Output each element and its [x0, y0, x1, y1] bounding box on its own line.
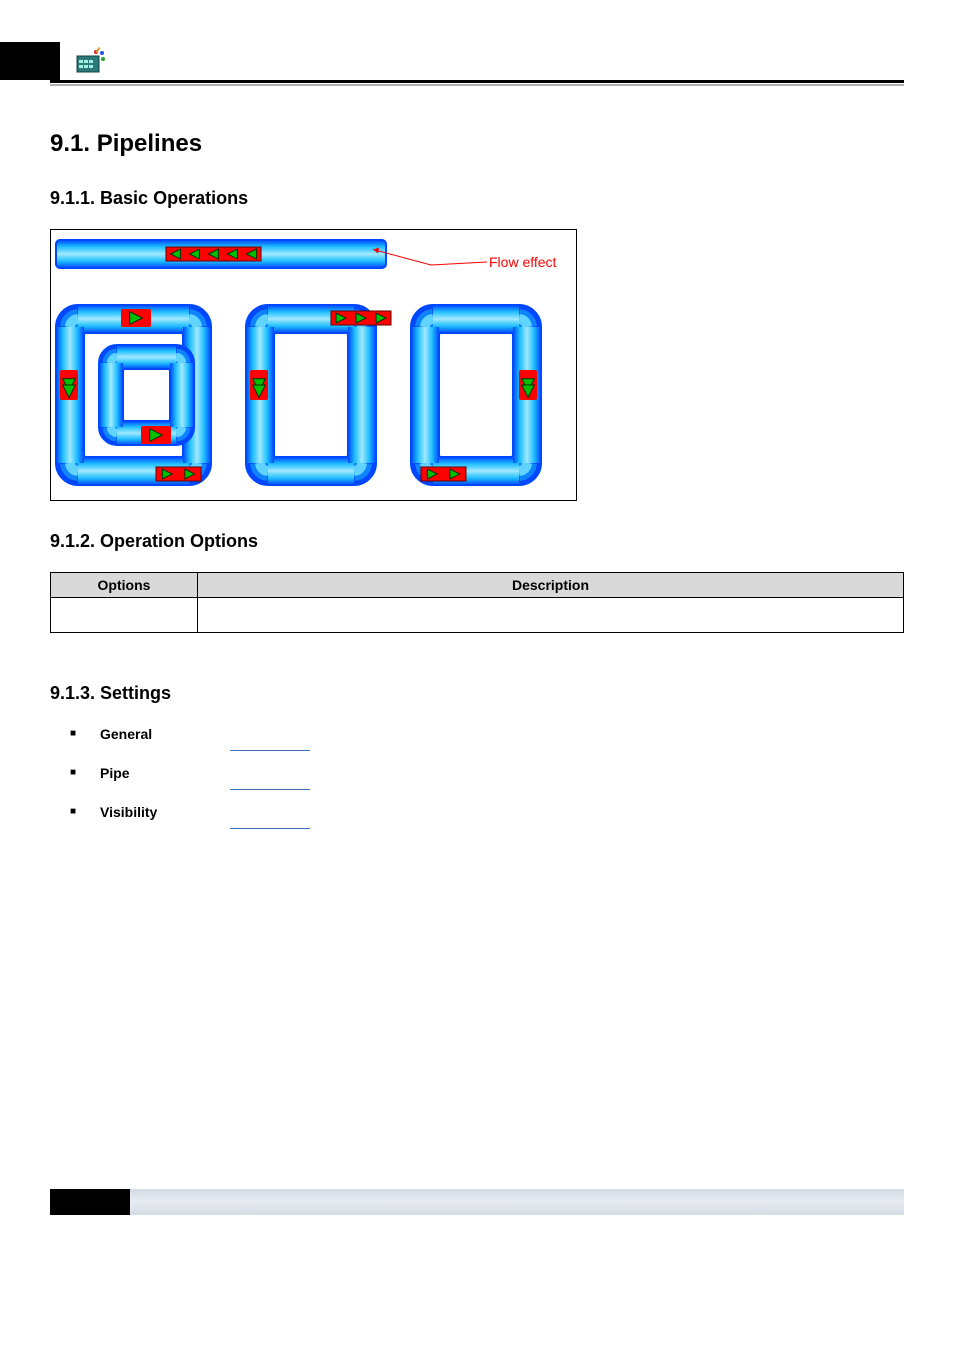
page: 9.1. Pipelines 9.1.1. Basic Operations F… — [0, 0, 954, 1255]
content-area: 9.1. Pipelines 9.1.1. Basic Operations F… — [50, 130, 904, 829]
header-black-block — [0, 42, 60, 80]
options-table: Options Description — [50, 572, 904, 633]
table-row — [51, 598, 904, 633]
settings-link-rule — [230, 789, 310, 790]
flow-effect-label: Flow effect — [489, 254, 556, 270]
section-heading: 9.1. Pipelines — [50, 130, 904, 158]
subsection-heading-settings: 9.1.3. Settings — [50, 683, 904, 704]
settings-item: Pipe — [70, 763, 904, 783]
settings-link-rule — [230, 750, 310, 751]
subsection-heading-basic-ops: 9.1.1. Basic Operations — [50, 188, 904, 209]
subsection-heading-op-options: 9.1.2. Operation Options — [50, 531, 904, 552]
pipeline-svg — [51, 230, 576, 500]
page-footer — [50, 1189, 904, 1215]
footer-gradient — [130, 1189, 904, 1215]
header-icon — [76, 46, 106, 74]
table-header-options: Options — [51, 573, 198, 598]
header-rule-shadow — [50, 84, 904, 86]
header-rule — [50, 80, 904, 83]
settings-item: Visibility — [70, 802, 904, 822]
settings-link-rule — [230, 828, 310, 829]
settings-item: General — [70, 724, 904, 744]
pipeline-figure: Flow effect — [50, 229, 577, 501]
table-cell — [198, 598, 904, 633]
table-cell — [51, 598, 198, 633]
table-header-description: Description — [198, 573, 904, 598]
settings-list: General Pipe Visibility — [70, 724, 904, 829]
footer-black-block — [50, 1189, 130, 1215]
